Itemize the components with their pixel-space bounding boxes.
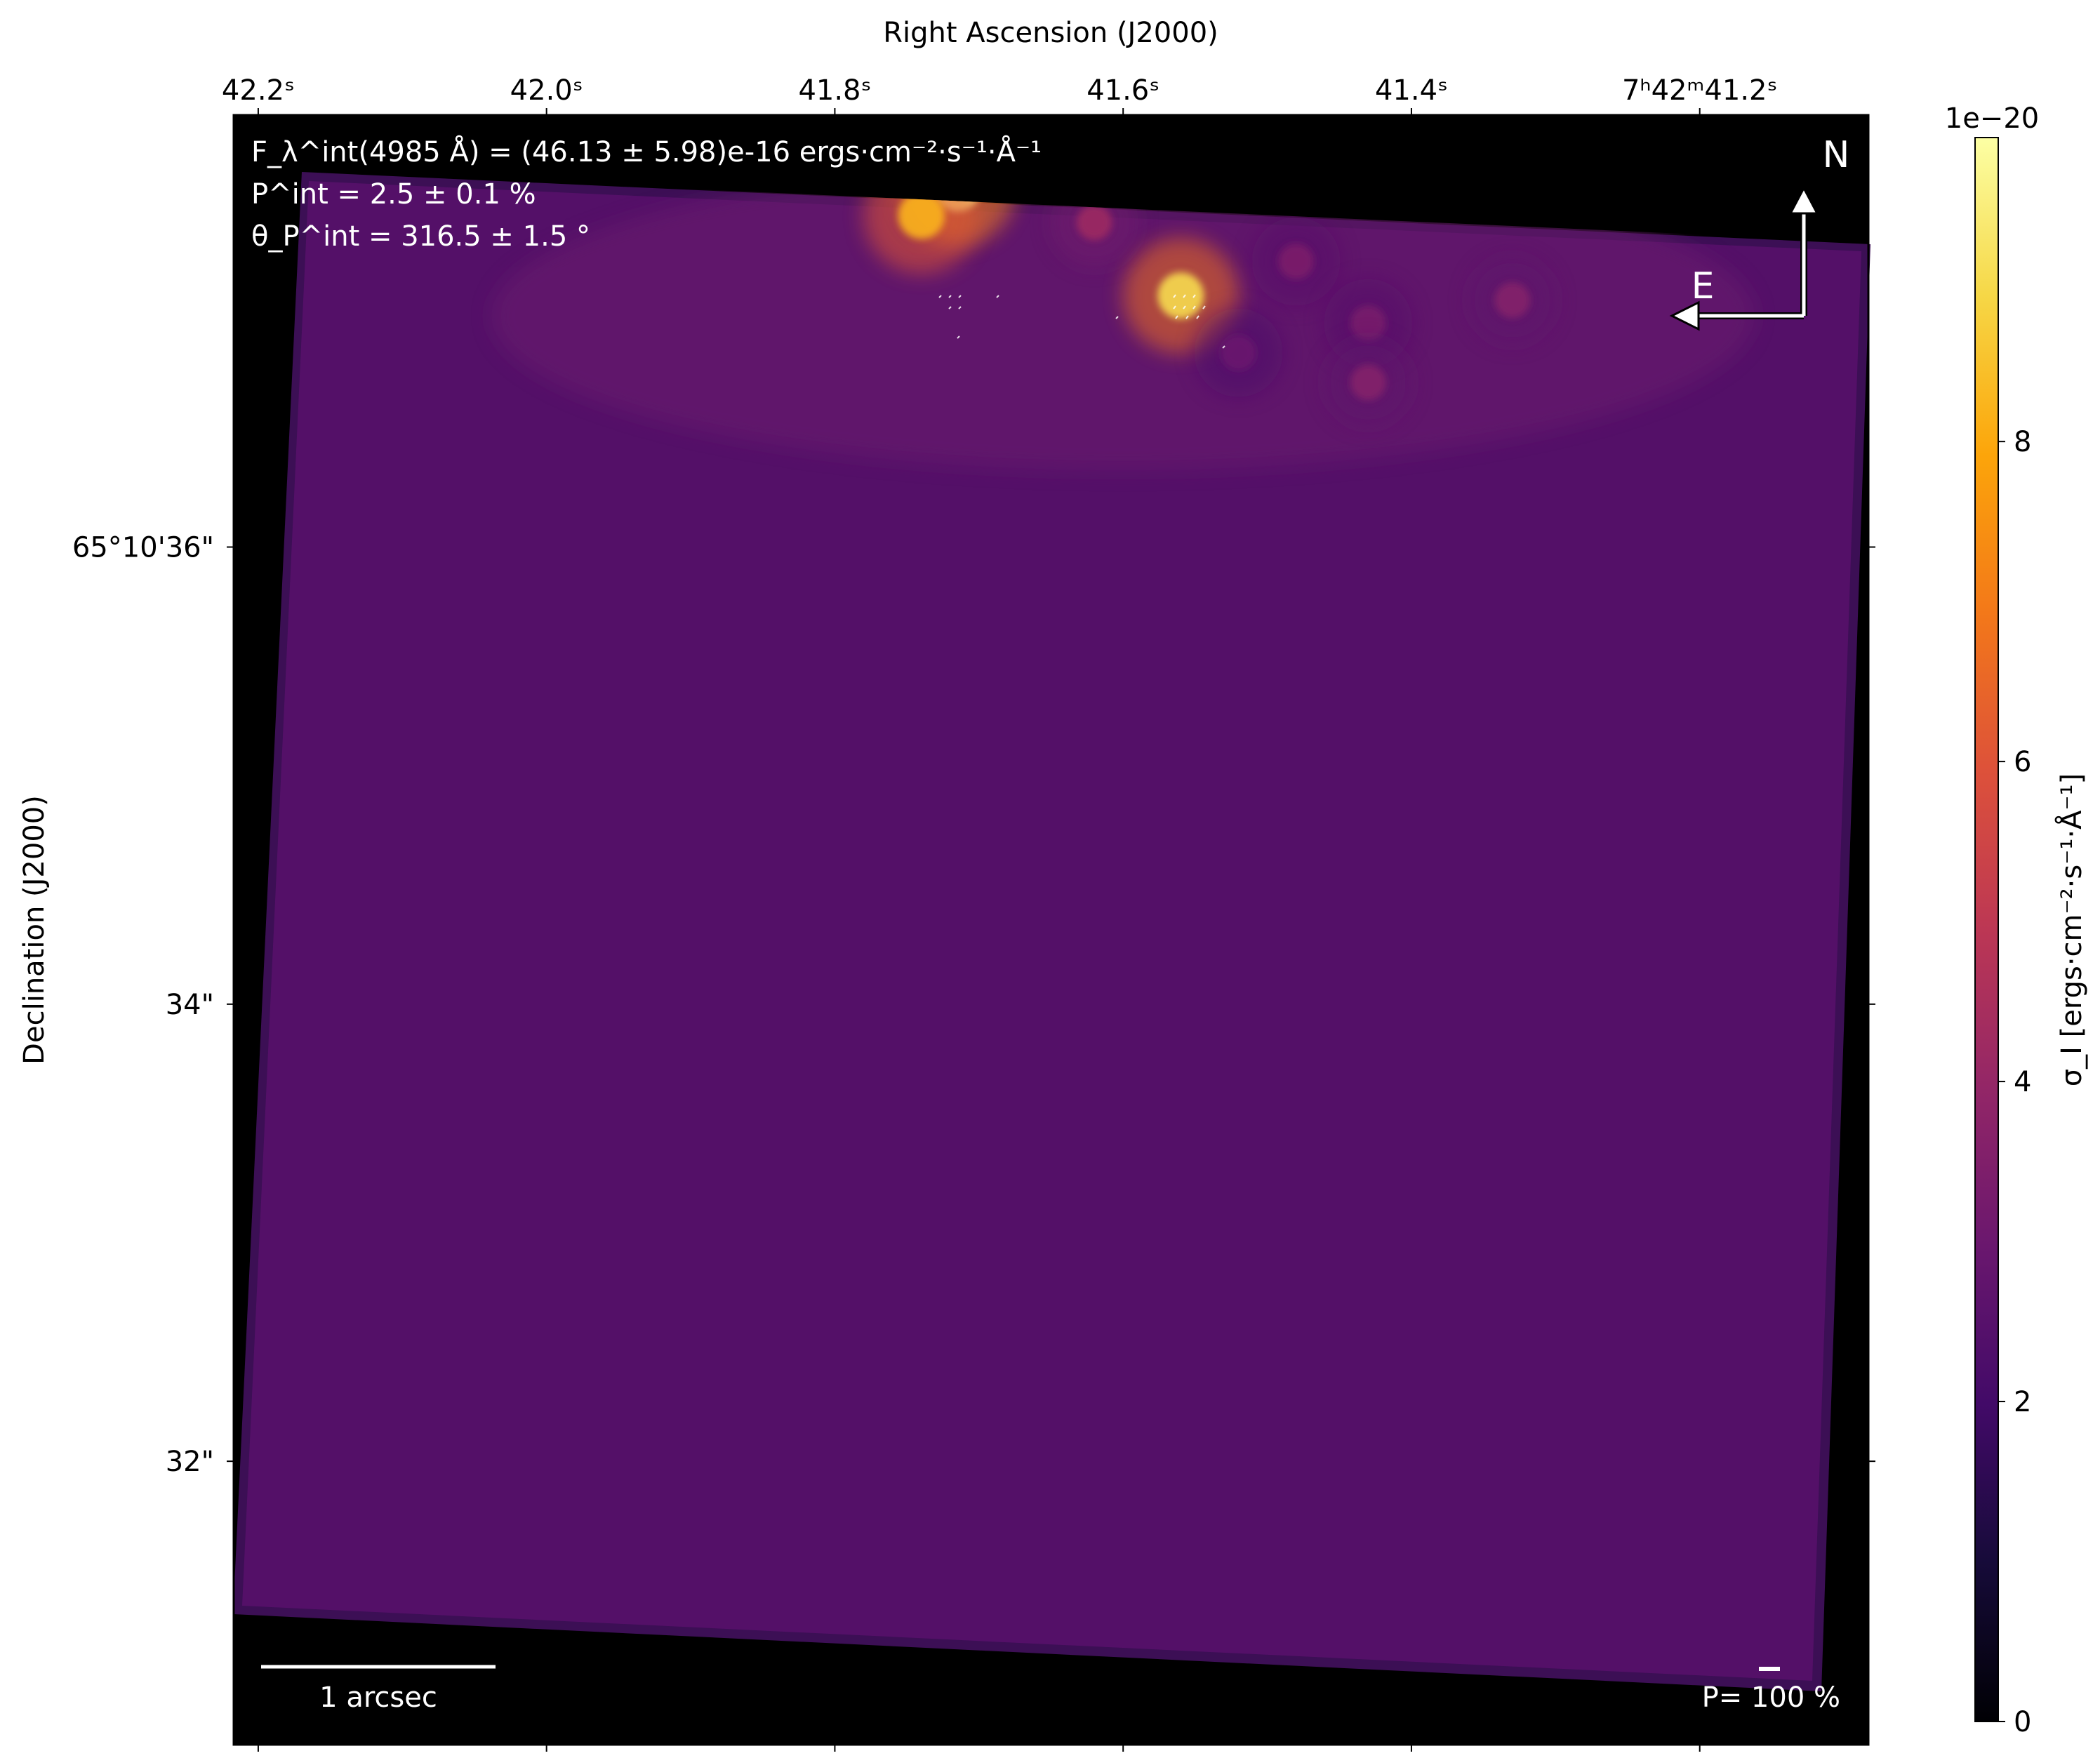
y-axis: 65°10'36" 34" 32": [72, 532, 1875, 1478]
x-tick-label: 41.8ˢ: [798, 74, 871, 107]
emission-peak: [1157, 272, 1204, 319]
scale-bar: 1 arcsec: [261, 1665, 496, 1714]
emission-peak: [1350, 305, 1386, 341]
emission-peak: [1278, 244, 1314, 279]
pol-angle-annotation: θ_P^int = 316.5 ± 1.5 °: [251, 220, 590, 253]
colorbar-tick-label: 0: [2014, 1706, 2031, 1738]
x-tick-label: 41.4ˢ: [1375, 74, 1448, 107]
x-tick-label: 42.2ˢ: [222, 74, 295, 107]
x-axis: 42.2ˢ 42.0ˢ 41.8ˢ 41.6ˢ 41.4ˢ 7ʰ42ᵐ41.2ˢ: [222, 74, 1777, 1752]
emission-peak: [898, 192, 945, 239]
y-axis-label: Declination (J2000): [18, 795, 51, 1065]
colorbar-label: σ_I [ergs·cm⁻²·s⁻¹·Å⁻¹]: [2054, 773, 2088, 1086]
x-tick-label: 41.6ˢ: [1086, 74, 1159, 107]
colorbar-tick-label: 6: [2014, 746, 2031, 778]
polarization-key-label: P= 100 %: [1702, 1682, 1840, 1714]
colorbar-multiplier: 1e−20: [1945, 102, 2039, 135]
polarization-vectors: [938, 294, 1225, 349]
x-tick-label: 42.0ˢ: [510, 74, 583, 107]
y-tick-label: 34": [166, 989, 214, 1021]
colorbar-gradient: [1974, 137, 1999, 1722]
intensity-map: [233, 172, 1870, 1691]
emission-peak: [1494, 282, 1530, 318]
x-axis-label: Right Ascension (J2000): [883, 17, 1218, 49]
y-tick-label: 32": [166, 1446, 214, 1478]
pol-degree-annotation: P^int = 2.5 ± 0.1 %: [251, 178, 536, 211]
east-arrow-icon: [1669, 300, 1700, 331]
emission-peak: [1221, 335, 1256, 371]
x-tick-label: 7ʰ42ᵐ41.2ˢ: [1622, 74, 1777, 107]
emission-peak: [1076, 204, 1112, 241]
emission-peak: [1350, 364, 1386, 401]
colorbar-tick-label: 8: [2014, 426, 2031, 458]
colorbar-ticks: 0 2 4 6 8: [1998, 426, 2031, 1738]
compass: N E: [1669, 134, 1850, 331]
map-footprint: [242, 181, 1861, 1681]
colorbar-tick-label: 2: [2014, 1386, 2031, 1418]
scale-bar-label: 1 arcsec: [319, 1682, 437, 1714]
north-label: N: [1823, 134, 1850, 176]
east-label: E: [1692, 265, 1715, 307]
flux-annotation: F_λ^int(4985 Å) = (46.13 ± 5.98)e-16 erg…: [251, 135, 1042, 168]
north-arrow-icon: [1788, 185, 1819, 215]
integrated-values: F_λ^int(4985 Å) = (46.13 ± 5.98)e-16 erg…: [251, 135, 1042, 253]
y-tick-label: 65°10'36": [72, 532, 214, 564]
colorbar-tick-label: 4: [2014, 1066, 2031, 1098]
polarization-key: P= 100 %: [1702, 1667, 1840, 1714]
colorbar: 0 2 4 6 8 1e−20 σ_I [ergs·cm⁻²·s⁻¹·Å⁻¹]: [1945, 102, 2088, 1738]
axes-frame: [232, 114, 1870, 1746]
